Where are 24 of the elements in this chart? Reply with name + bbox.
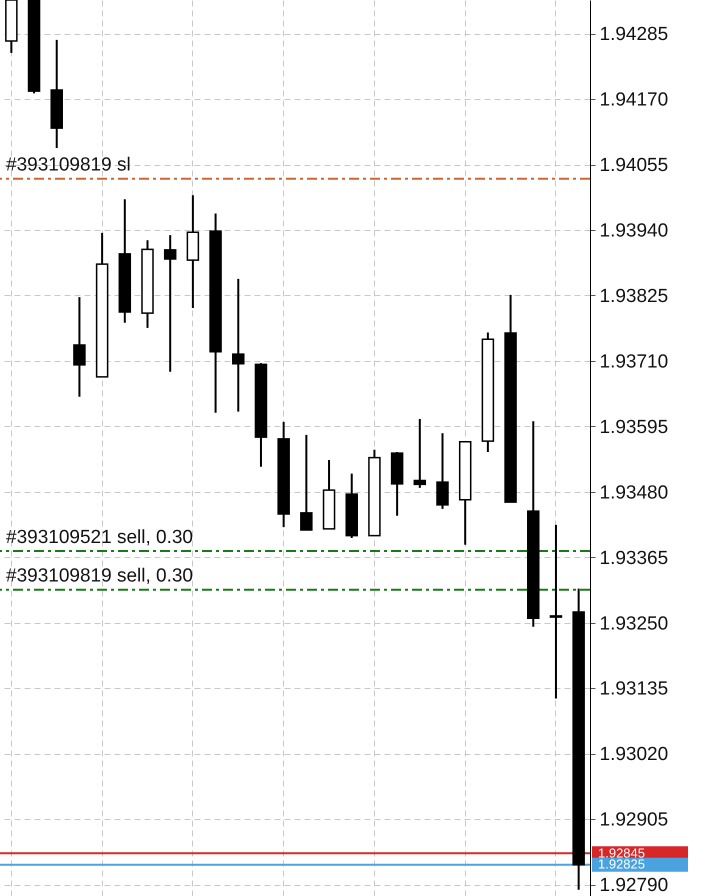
y-tick-label: 1.93480 [600, 482, 668, 504]
y-tick-label: 1.93710 [600, 351, 668, 372]
y-tick-label: 1.93365 [600, 548, 668, 569]
y-tick-label: 1.94055 [600, 155, 668, 176]
candlestick [73, 296, 86, 398]
candlestick [300, 434, 313, 531]
y-tick-label: 1.93020 [600, 744, 668, 766]
y-tick-label: 1.94285 [600, 24, 668, 46]
y-tick-label: 1.93940 [600, 220, 668, 242]
candlestick [436, 432, 449, 510]
candlestick [414, 418, 426, 489]
candlestick [164, 234, 176, 373]
candlestick [550, 524, 562, 700]
y-tick-label: 1.93595 [600, 416, 668, 438]
y-tick-label: 1.92905 [600, 810, 668, 831]
ref-line-label: #393109521 sell, 0.30 [6, 527, 193, 548]
y-tick-label: 1.94170 [600, 90, 668, 111]
ref-line-label: #393109819 sell, 0.30 [6, 566, 193, 587]
candlestick [232, 278, 245, 413]
y-tick-label: 1.92790 [600, 875, 668, 896]
y-tick-label: 1.93250 [600, 613, 668, 634]
y-tick-label: 1.93825 [600, 286, 668, 307]
y-tick-label: 1.93135 [600, 678, 668, 700]
ref-line-label: #393109819 sl [6, 154, 131, 176]
